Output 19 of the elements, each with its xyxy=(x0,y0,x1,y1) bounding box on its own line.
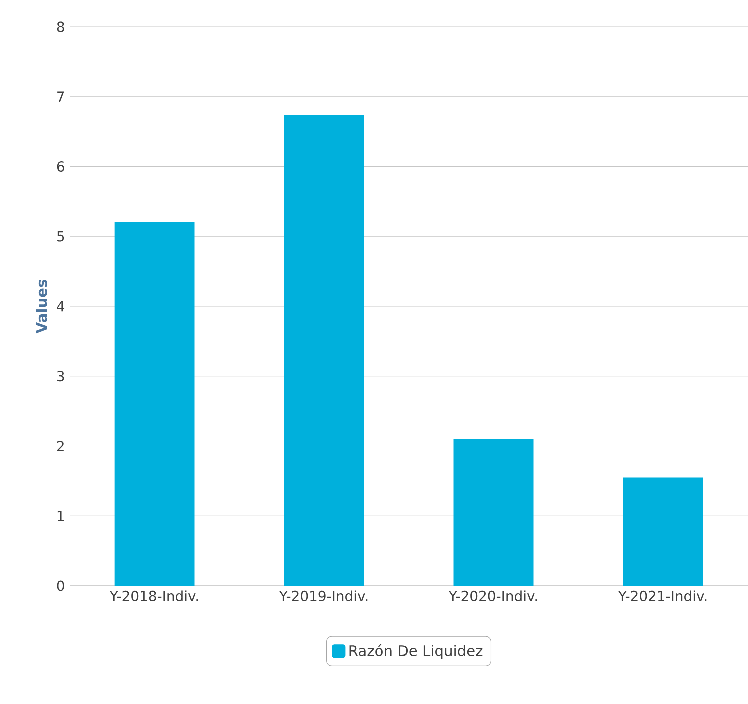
x-tick-label: Y-2018-Indiv. xyxy=(110,590,198,602)
y-tick-label: 8 xyxy=(57,22,64,32)
y-tick-label: 2 xyxy=(57,441,64,452)
bar xyxy=(284,115,364,586)
y-tick-label: 5 xyxy=(58,231,64,242)
bar xyxy=(454,439,534,586)
x-tick-label: Y-2021-Indiv. xyxy=(618,590,707,602)
x-tick-label: Y-2020-Indiv. xyxy=(448,590,538,602)
y-tick-label: 3 xyxy=(57,371,64,382)
x-tick-label: Y-2019-Indiv. xyxy=(279,590,368,602)
y-tick-label: 0 xyxy=(57,580,64,592)
y-tick-label: 1 xyxy=(58,511,64,522)
y-tick-label: 7 xyxy=(58,92,64,102)
y-tick-label: 6 xyxy=(57,161,64,172)
bar xyxy=(114,222,195,586)
bar xyxy=(623,478,704,586)
y-tick-label: 4 xyxy=(57,301,65,312)
y-axis-title: Values xyxy=(36,280,48,334)
legend-label: Razón De Liquidez xyxy=(350,644,483,660)
